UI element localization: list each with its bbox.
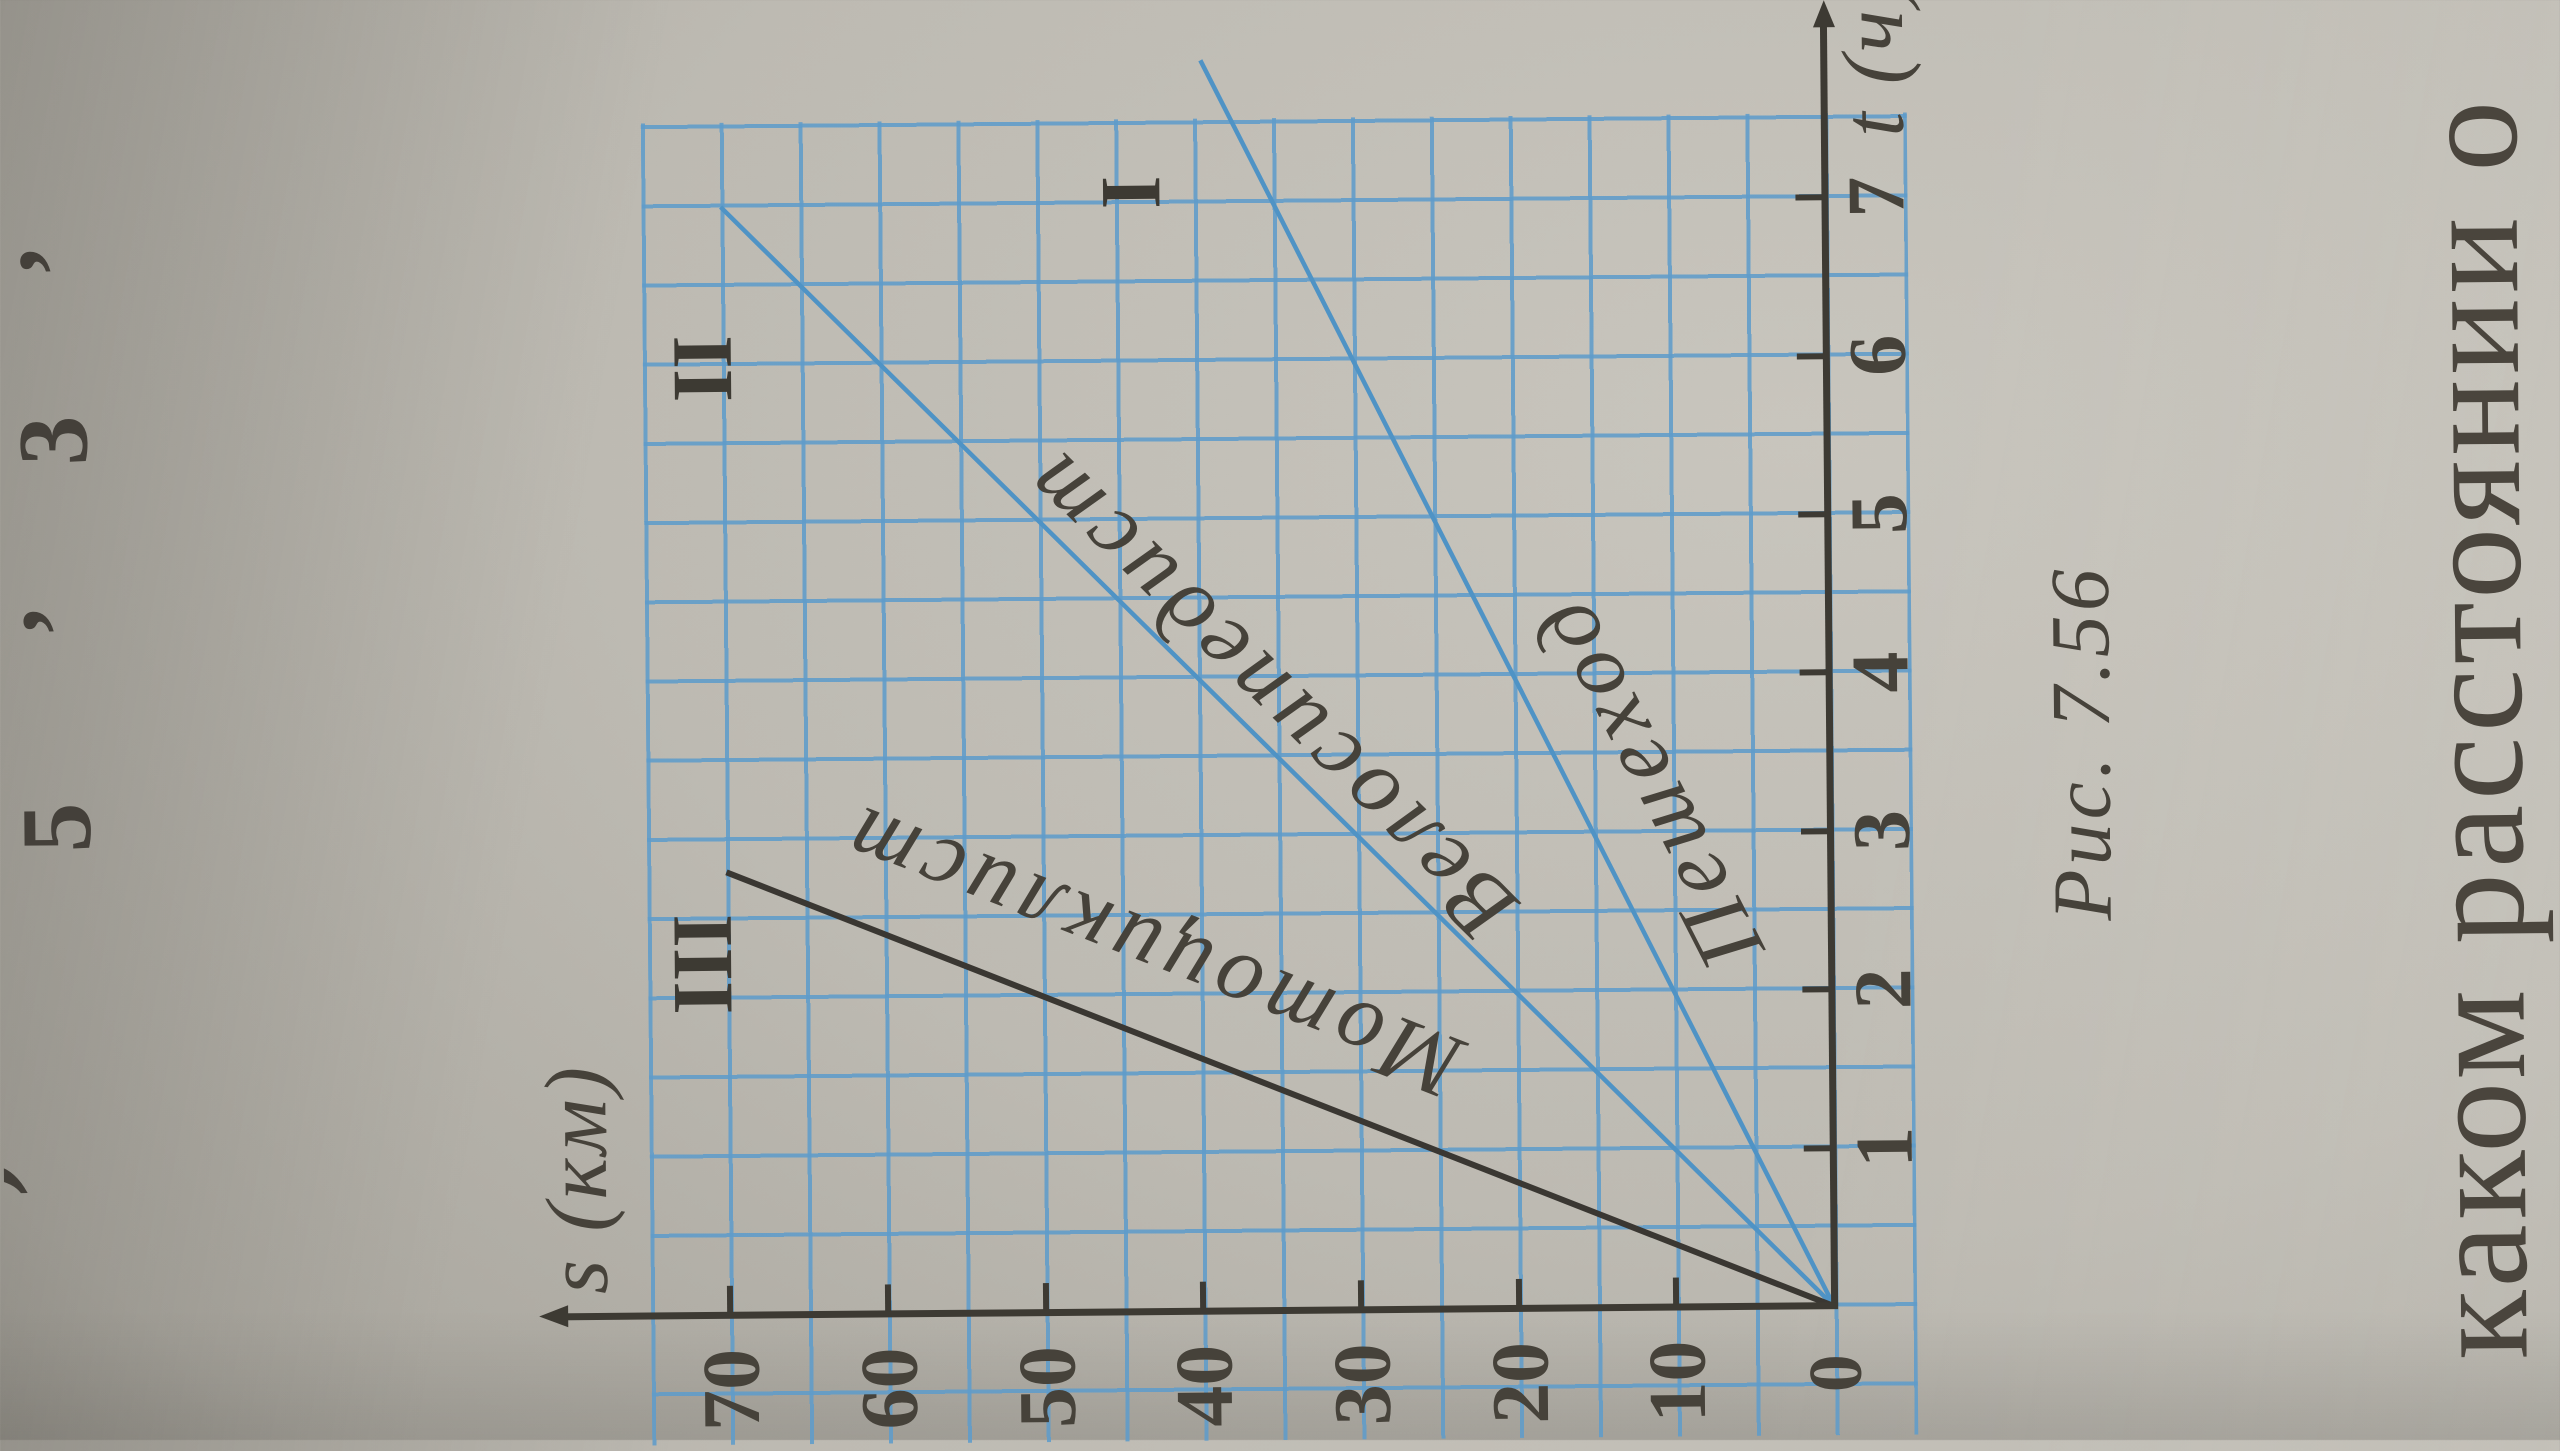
curve-labels: Пешеход Велосипедист Мотоциклист <box>0 11 1784 1451</box>
s-axis-arrow-icon <box>539 1305 569 1328</box>
t-axis-title: t (ч) <box>1824 0 1923 138</box>
cut-fragment: 3 <box>0 415 109 467</box>
curve-numerals: I II III <box>0 11 1178 1451</box>
s-tick-label-70: 70 <box>685 1348 778 1432</box>
t-tick-label-4: 4 <box>1834 651 1926 694</box>
s-tick-20 <box>1515 1278 1522 1306</box>
numeral-I: I <box>1082 175 1179 210</box>
cut-fragment: , <box>0 607 61 634</box>
figure-caption: Рис. 7.56 <box>2033 564 2130 922</box>
t-tick-1 <box>1803 1144 1831 1152</box>
t-tick-label-5: 5 <box>1833 492 1925 535</box>
s-tick-label-50: 50 <box>1000 1345 1093 1429</box>
numeral-III: III <box>653 913 751 1016</box>
t-tick-label-2: 2 <box>1837 968 1929 1010</box>
s-tick-30 <box>1357 1280 1365 1308</box>
s-tick-60 <box>884 1284 891 1312</box>
s-tick-label-60: 60 <box>843 1347 935 1430</box>
t-axis-ticks <box>0 11 1831 1451</box>
s-tick-50 <box>1042 1283 1049 1311</box>
s-tick-label-10: 10 <box>1631 1340 1724 1423</box>
s-tick-40 <box>1200 1281 1207 1309</box>
t-tick-label-6: 6 <box>1831 334 1924 377</box>
s-tick-label-20: 20 <box>1474 1341 1566 1425</box>
origin-label: 0 <box>1793 1353 1878 1393</box>
t-tick-label-1: 1 <box>1838 1126 1930 1169</box>
s-tick-10 <box>1673 1277 1680 1305</box>
numeral-II: II <box>653 334 750 403</box>
s-axis-ticks <box>0 11 1680 1451</box>
cut-fragment: , <box>0 247 58 274</box>
t-tick-3 <box>1800 828 1829 835</box>
t-tick-label-7: 7 <box>1830 176 1922 218</box>
s-axis-tick-labels: 10 20 30 40 50 60 70 <box>0 11 1724 1451</box>
cut-text-fragments: 5, 3,) <box>0 11 112 1451</box>
s-axis-title: s (км) <box>527 1063 627 1295</box>
s-tick-70 <box>727 1285 734 1313</box>
t-tick-6 <box>1796 352 1824 360</box>
s-tick-label-30: 30 <box>1316 1342 1409 1426</box>
s-tick-label-40: 40 <box>1158 1344 1251 1428</box>
t-tick-2 <box>1802 986 1830 993</box>
t-tick-5 <box>1798 511 1826 518</box>
t-tick-label-3: 3 <box>1835 809 1928 852</box>
cut-fragment: ) <box>0 1156 29 1199</box>
t-tick-4 <box>1799 669 1827 676</box>
problem-text-line: каком расстоянии о <box>2388 95 2558 1361</box>
t-tick-7 <box>1795 194 1823 201</box>
graph-paper-grid <box>640 112 1919 1451</box>
cut-fragment: 5 <box>0 802 113 854</box>
t-axis-tick-labels: 1 2 3 4 5 6 7 <box>0 11 1930 1451</box>
